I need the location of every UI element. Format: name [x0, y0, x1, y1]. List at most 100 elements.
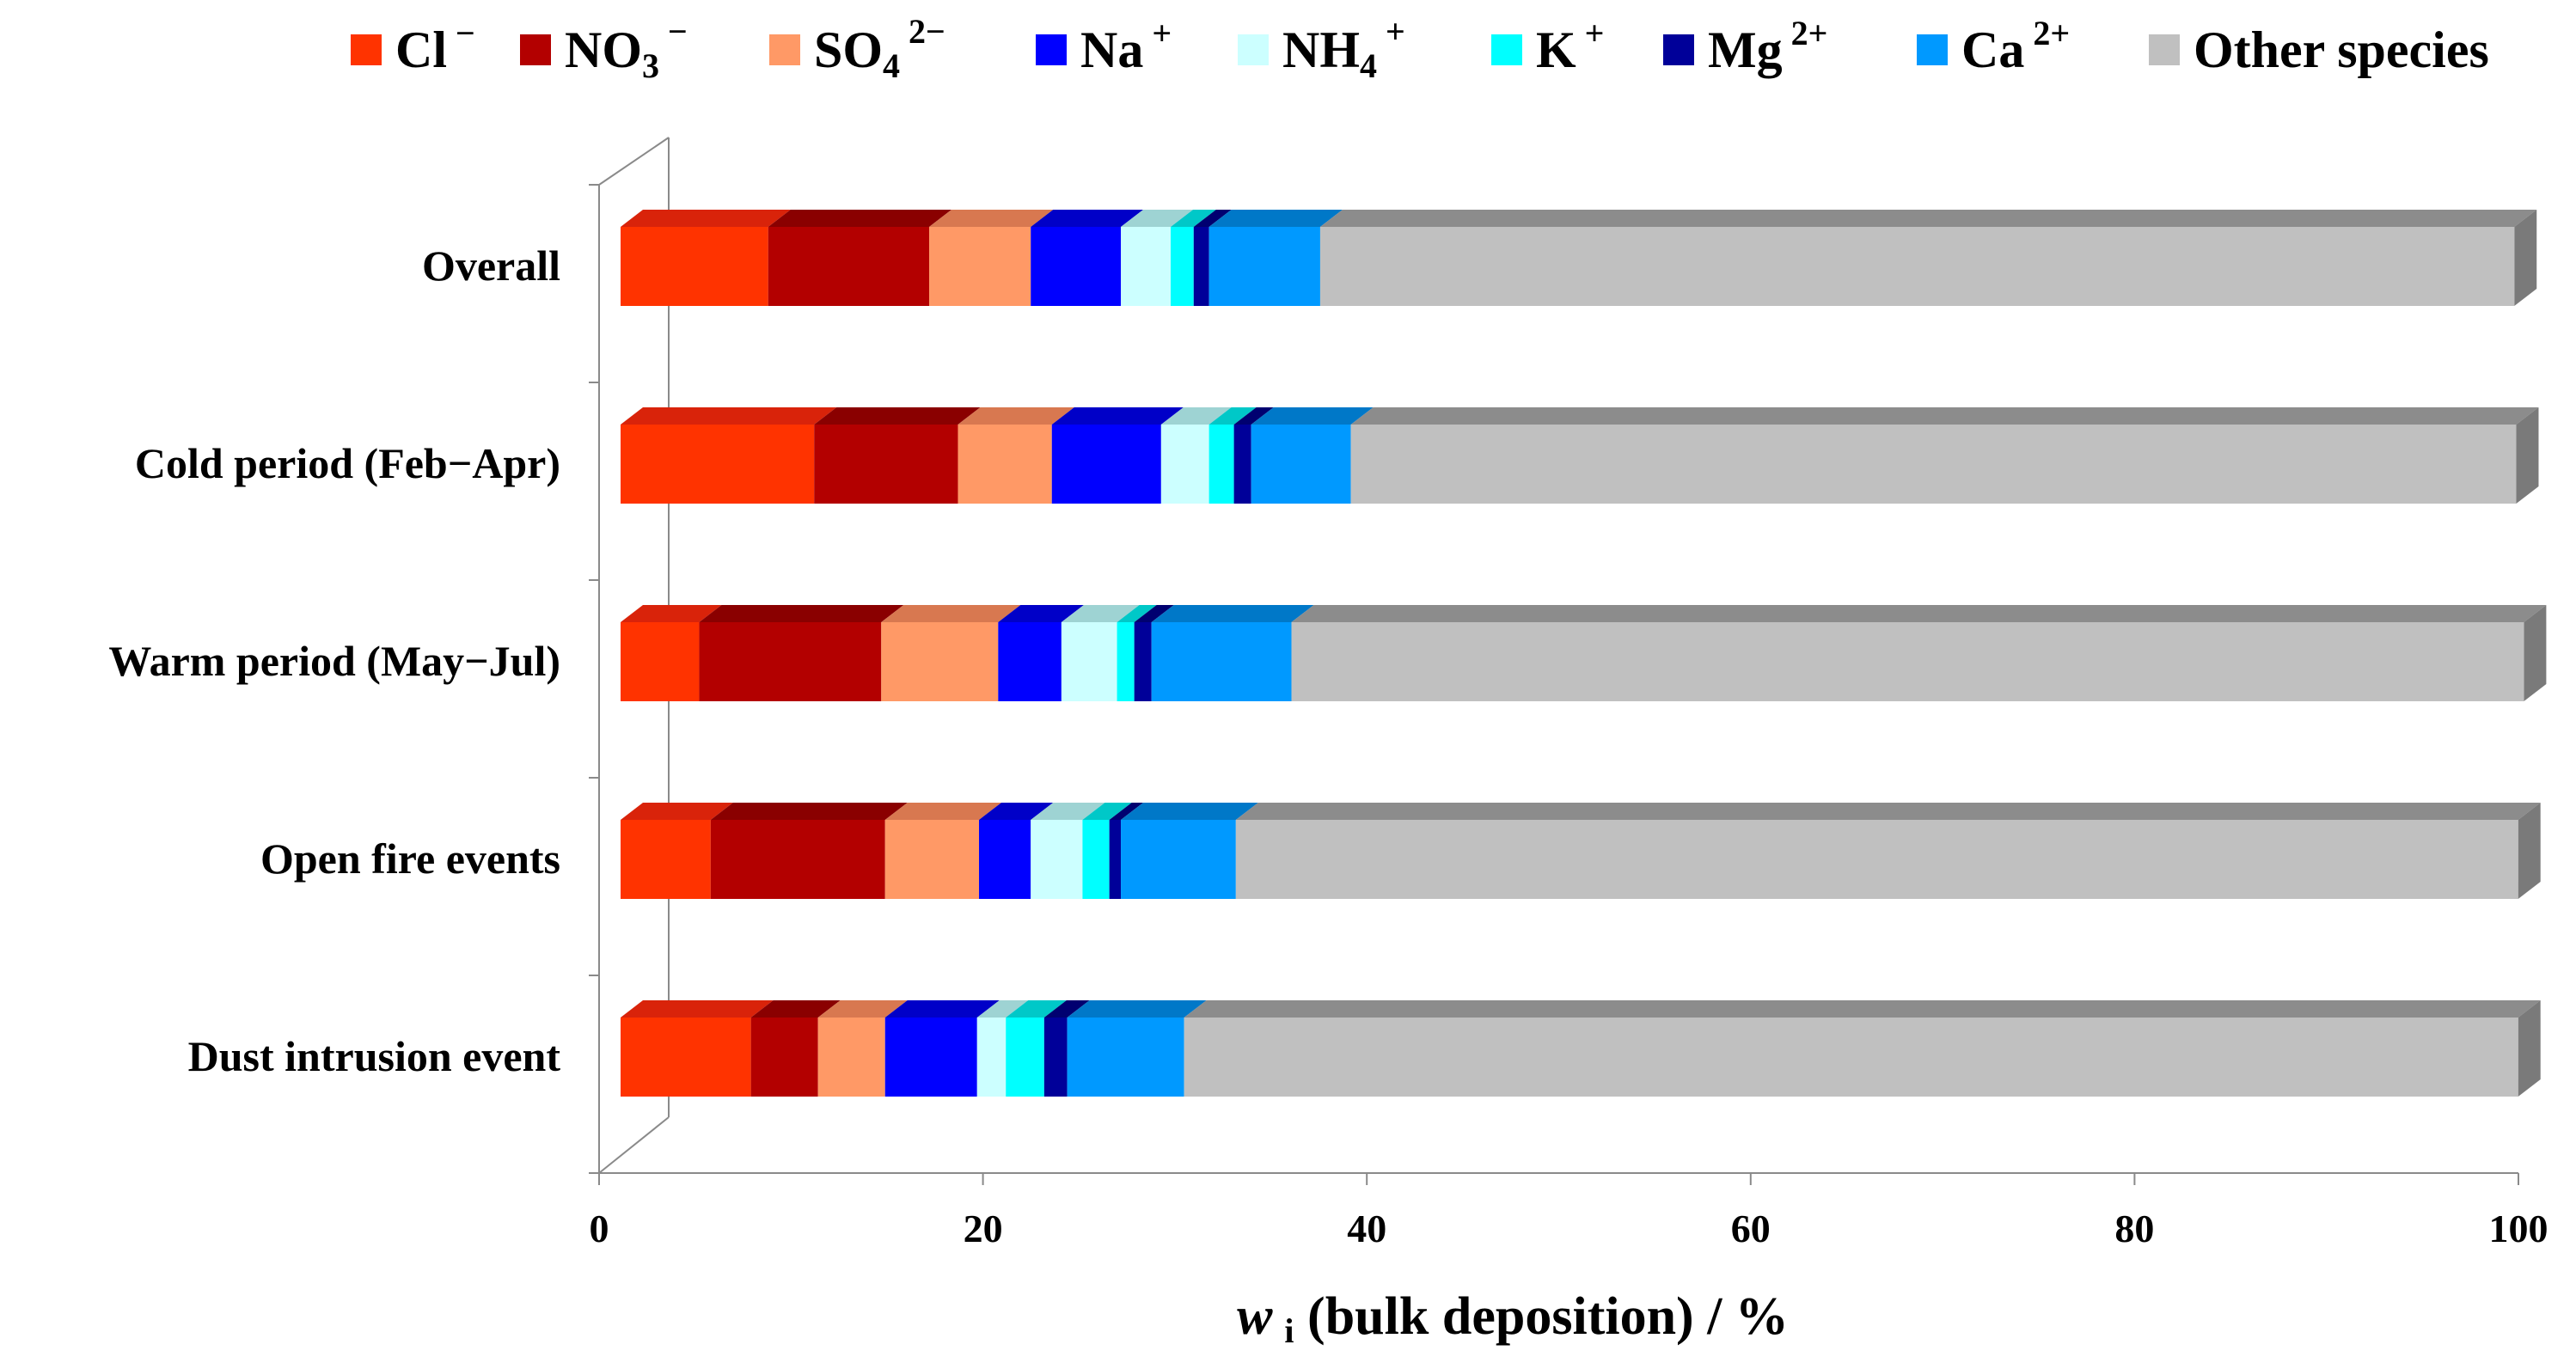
bar-cold-period-feb-apr-ca2: [1251, 425, 1351, 504]
floor-edge: [598, 1116, 670, 1174]
bar-top-overall-na: [1031, 210, 1144, 227]
category-label-cold-period-feb-apr: Cold period (Feb−Apr): [135, 439, 560, 487]
bar-dust-intrusion-event-na: [884, 1018, 977, 1097]
bar-end-face-dust-intrusion-event: [2518, 1000, 2541, 1097]
bar-top-overall-ca2: [1208, 210, 1343, 227]
bar-overall-nh4: [1121, 227, 1172, 306]
bar-cold-period-feb-apr-no3: [814, 425, 958, 504]
bar-top-dust-intrusion-event-so42: [817, 1000, 908, 1018]
bar-end-face-cold-period-feb-apr: [2516, 407, 2539, 504]
legend-item-so42: SO42−: [769, 12, 945, 85]
bar-top-warm-period-may-jul-k: [1117, 605, 1157, 622]
category-label-dust-intrusion-event: Dust intrusion event: [188, 1032, 561, 1080]
bar-top-overall-k: [1171, 210, 1216, 227]
bar-open-fire-events-no3: [710, 820, 885, 899]
bar-cold-period-feb-apr-cl: [621, 425, 815, 504]
bar-top-warm-period-may-jul-mg2: [1134, 605, 1174, 622]
bar-top-open-fire-events-na: [979, 803, 1054, 820]
bar-dust-intrusion-event-so42: [817, 1018, 885, 1097]
bar-warm-period-may-jul-other-species: [1291, 622, 2524, 701]
bar-group-dust-intrusion-event: [621, 1000, 2541, 1097]
legend-item-mg2: Mg 2+: [1663, 14, 1827, 78]
bar-warm-period-may-jul-cl: [621, 622, 700, 701]
bar-dust-intrusion-event-nh4: [976, 1018, 1007, 1097]
x-tick-label-40: 40: [1347, 1207, 1386, 1250]
bar-dust-intrusion-event-k: [1006, 1018, 1044, 1097]
bar-top-dust-intrusion-event-other-species: [1184, 1000, 2541, 1018]
legend-item-no3: NO3−: [520, 12, 688, 85]
bar-open-fire-events-ca2: [1121, 820, 1236, 899]
bar-open-fire-events-nh4: [1031, 820, 1083, 899]
bar-top-cold-period-feb-apr-nh4: [1160, 407, 1232, 425]
bar-top-dust-intrusion-event-ca2: [1067, 1000, 1207, 1018]
bar-open-fire-events-na: [979, 820, 1031, 899]
bar-top-dust-intrusion-event-no3: [750, 1000, 841, 1018]
bar-dust-intrusion-event-no3: [750, 1018, 818, 1097]
bar-top-open-fire-events-other-species: [1235, 803, 2541, 820]
bar-overall-ca2: [1208, 227, 1320, 306]
legend-swatch-other-species: [2149, 34, 2180, 65]
bar-group-cold-period-feb-apr: [621, 407, 2539, 504]
bar-top-overall-other-species: [1319, 210, 2537, 227]
bar-top-cold-period-feb-apr-so42: [958, 407, 1074, 425]
legend-item-other-species: Other species: [2149, 21, 2489, 78]
bar-top-overall-no3: [768, 210, 952, 227]
bar-top-open-fire-events-so42: [884, 803, 1002, 820]
bar-overall-no3: [768, 227, 930, 306]
bar-cold-period-feb-apr-nh4: [1160, 425, 1209, 504]
category-label-overall: Overall: [422, 241, 560, 290]
bar-dust-intrusion-event-ca2: [1067, 1018, 1184, 1097]
axes: 0 20 40 60 80 100 w i (bulk deposition) / %: [589, 137, 2548, 1350]
bar-overall-mg2: [1193, 227, 1209, 306]
legend-label-other-species: Other species: [2194, 21, 2489, 78]
bar-top-cold-period-feb-apr-no3: [814, 407, 981, 425]
bar-warm-period-may-jul-k: [1117, 622, 1135, 701]
bar-cold-period-feb-apr-na: [1051, 425, 1161, 504]
bars: [621, 210, 2547, 1097]
bar-cold-period-feb-apr-mg2: [1233, 425, 1251, 504]
legend-swatch-no3: [520, 34, 551, 65]
legend-item-na: Na +: [1036, 14, 1172, 78]
legend-item-nh4: NH4+: [1238, 12, 1405, 85]
legend-label-nh4: NH4+: [1282, 12, 1405, 85]
bar-top-cold-period-feb-apr-k: [1208, 407, 1257, 425]
x-axis-title-subscript: i: [1284, 1311, 1294, 1350]
legend-swatch-cl: [351, 34, 382, 65]
bar-top-overall-mg2: [1193, 210, 1232, 227]
bar-top-warm-period-may-jul-nh4: [1061, 605, 1140, 622]
bar-cold-period-feb-apr-other-species: [1350, 425, 2517, 504]
category-label-open-fire-events: Open fire events: [260, 834, 560, 883]
bar-overall-other-species: [1319, 227, 2515, 306]
legend-label-so42: SO42−: [814, 12, 945, 85]
legend-swatch-na: [1036, 34, 1067, 65]
legend-label-na: Na +: [1080, 14, 1172, 78]
x-axis-title-symbol: w: [1237, 1287, 1273, 1346]
bar-top-warm-period-may-jul-other-species: [1291, 605, 2547, 622]
x-tick-label-0: 0: [590, 1207, 609, 1250]
x-axis-title-text: (bulk deposition) / %: [1294, 1287, 1789, 1346]
labels: Overall Cold period (Feb−Apr) Warm period …: [108, 241, 560, 1080]
legend-item-k: K +: [1491, 14, 1604, 78]
bar-dust-intrusion-event-other-species: [1184, 1018, 2518, 1097]
bar-top-open-fire-events-cl: [621, 803, 733, 820]
x-tick-label-100: 100: [2489, 1207, 2548, 1250]
bar-top-cold-period-feb-apr-na: [1051, 407, 1184, 425]
bar-top-dust-intrusion-event-mg2: [1043, 1000, 1090, 1018]
bar-open-fire-events-cl: [621, 820, 711, 899]
bar-open-fire-events-other-species: [1235, 820, 2518, 899]
legend: Cl − NO3− SO42− Na + NH4+ K + Mg 2+ Ca 2+ Other speci…: [351, 12, 2489, 85]
back-wall-top-edge: [598, 137, 670, 186]
bar-warm-period-may-jul-ca2: [1151, 622, 1292, 701]
bar-end-face-open-fire-events: [2518, 803, 2541, 899]
legend-swatch-nh4: [1238, 34, 1269, 65]
bar-top-open-fire-events-ca2: [1121, 803, 1258, 820]
bar-top-open-fire-events-no3: [710, 803, 908, 820]
bar-top-overall-cl: [621, 210, 791, 227]
bar-top-cold-period-feb-apr-mg2: [1233, 407, 1274, 425]
bar-top-cold-period-feb-apr-other-species: [1350, 407, 2539, 425]
bar-top-dust-intrusion-event-cl: [621, 1000, 774, 1018]
bar-overall-k: [1171, 227, 1194, 306]
bar-dust-intrusion-event-mg2: [1043, 1018, 1068, 1097]
